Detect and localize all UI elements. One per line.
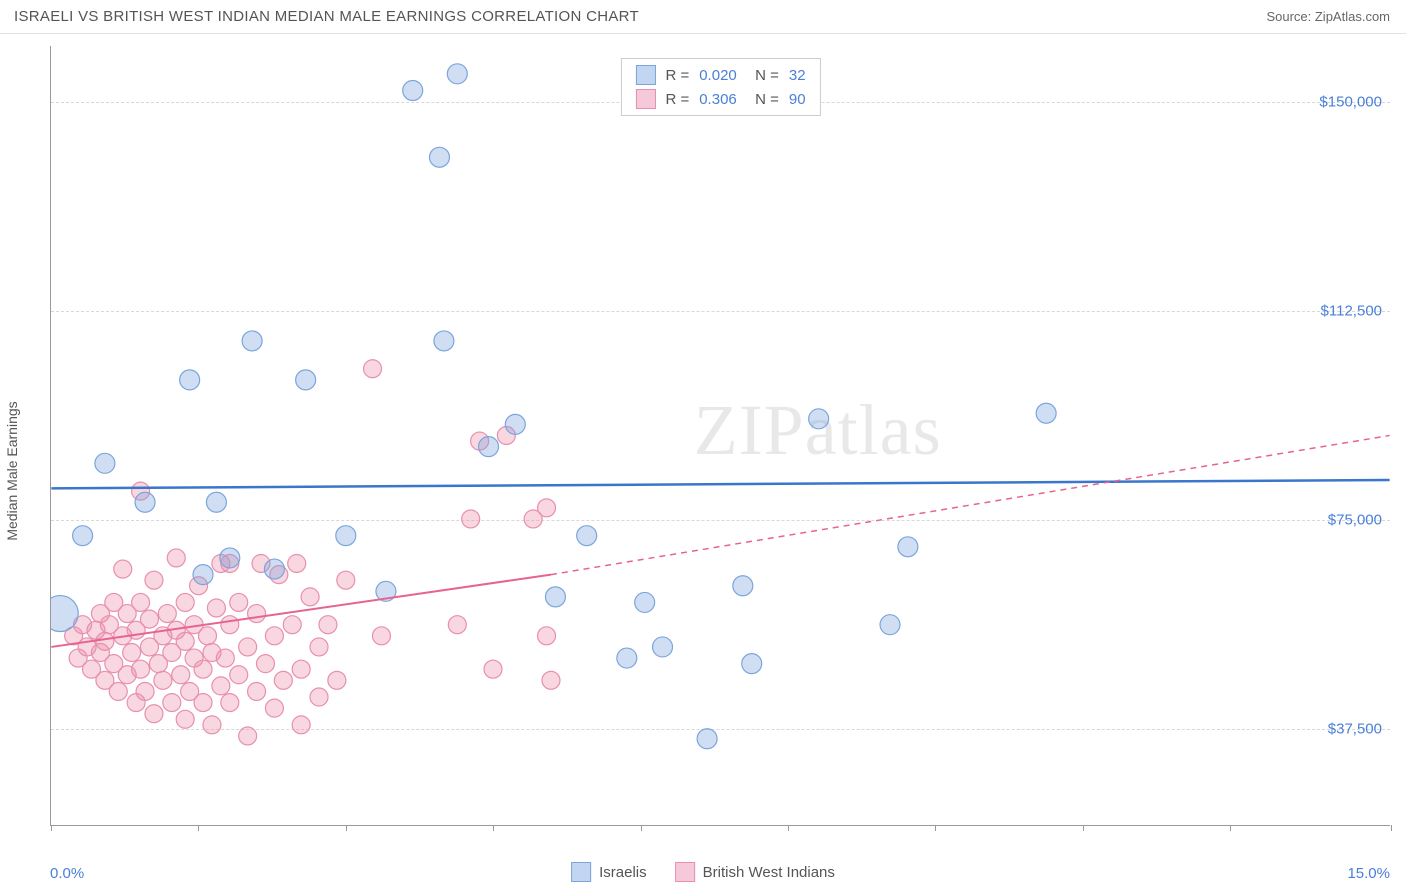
x-tick xyxy=(346,825,347,831)
x-tick xyxy=(1230,825,1231,831)
swatch-bwi-icon xyxy=(675,862,695,882)
series-legend: Israelis British West Indians xyxy=(571,862,835,882)
legend-item-israelis: Israelis xyxy=(571,862,647,882)
n-value-israelis: 32 xyxy=(789,67,806,84)
n-value-bwi: 90 xyxy=(789,91,806,108)
y-axis-label: Median Male Earnings xyxy=(4,401,20,540)
x-tick xyxy=(788,825,789,831)
swatch-israelis-icon xyxy=(571,862,591,882)
swatch-israelis-icon xyxy=(635,65,655,85)
x-tick xyxy=(641,825,642,831)
x-tick xyxy=(1083,825,1084,831)
x-tick xyxy=(198,825,199,831)
chart-header: ISRAELI VS BRITISH WEST INDIAN MEDIAN MA… xyxy=(0,0,1406,34)
x-tick xyxy=(493,825,494,831)
x-axis-max-label: 15.0% xyxy=(1347,865,1390,882)
x-tick xyxy=(935,825,936,831)
chart-source: Source: ZipAtlas.com xyxy=(1266,9,1390,24)
x-tick xyxy=(1391,825,1392,831)
x-tick xyxy=(51,825,52,831)
chart-title: ISRAELI VS BRITISH WEST INDIAN MEDIAN MA… xyxy=(14,8,639,25)
swatch-bwi-icon xyxy=(635,89,655,109)
correlation-legend: R = 0.020 N = 32 R = 0.306 N = 90 xyxy=(620,58,820,116)
x-axis-min-label: 0.0% xyxy=(50,865,84,882)
scatter-svg xyxy=(51,46,1390,825)
legend-label-israelis: Israelis xyxy=(599,864,647,881)
plot-area: ZIPatlas R = 0.020 N = 32 R = 0.306 N = … xyxy=(50,46,1390,826)
correlation-row-bwi: R = 0.306 N = 90 xyxy=(635,87,805,111)
r-value-israelis: 0.020 xyxy=(699,67,737,84)
correlation-row-israelis: R = 0.020 N = 32 xyxy=(635,63,805,87)
legend-label-bwi: British West Indians xyxy=(703,864,835,881)
chart-container: Median Male Earnings ZIPatlas R = 0.020 … xyxy=(0,34,1406,892)
legend-item-bwi: British West Indians xyxy=(675,862,835,882)
r-value-bwi: 0.306 xyxy=(699,91,737,108)
